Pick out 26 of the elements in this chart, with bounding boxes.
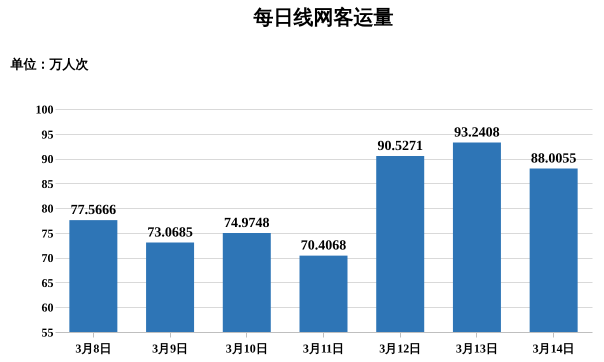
x-tick-label: 3月13日 xyxy=(456,342,498,356)
x-tick-label: 3月11日 xyxy=(302,342,344,356)
y-tick-label: 85 xyxy=(42,176,54,191)
y-tick-label: 80 xyxy=(42,202,54,216)
y-axis-title: 单位：万人次 xyxy=(10,56,90,72)
data-label: 74.9748 xyxy=(224,216,270,232)
y-tick-label: 65 xyxy=(42,276,54,290)
y-tick-label: 100 xyxy=(36,102,54,116)
data-label: 70.4068 xyxy=(300,238,346,254)
y-tick-label: 90 xyxy=(42,152,54,166)
x-tick-label: 3月12日 xyxy=(379,342,422,356)
x-tick-label: 3月8日 xyxy=(75,342,112,356)
data-label: 93.2408 xyxy=(454,125,500,140)
data-label: 73.0685 xyxy=(147,225,193,240)
y-tick-label: 55 xyxy=(42,326,54,340)
y-tick-label: 60 xyxy=(42,300,54,315)
data-label: 90.5271 xyxy=(377,138,423,154)
data-label: 88.0055 xyxy=(530,151,576,166)
y-tick-label: 70 xyxy=(42,251,54,266)
x-tick-label: 3月14日 xyxy=(532,342,575,356)
chart-title: 每日线网客运量 xyxy=(252,6,394,29)
x-tick-label: 3月10日 xyxy=(226,342,268,356)
x-tick-label: 3月9日 xyxy=(152,342,188,356)
y-tick-label: 95 xyxy=(42,127,54,142)
y-tick-label: 75 xyxy=(42,226,54,240)
data-label: 77.5666 xyxy=(70,203,116,218)
